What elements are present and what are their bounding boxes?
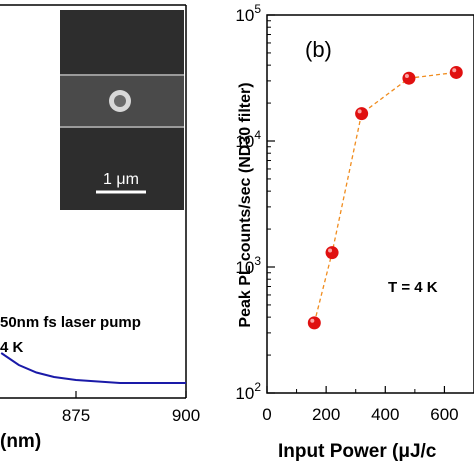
panel-label-b: (b): [305, 37, 332, 62]
left-panel: 875 900 (nm) 50nm fs laser pump 4 K 1 μm: [0, 4, 200, 452]
data-point: [325, 246, 339, 260]
temperature-annotation: T = 4 K: [388, 279, 438, 296]
y-axis-label: Peak PL counts/sec (ND30 filter): [237, 82, 254, 327]
x-tick-label: 600: [430, 405, 458, 424]
x-tick-label: 0: [262, 405, 271, 424]
data-point: [355, 107, 369, 121]
y-axis-ticks: 102 103 104 105: [235, 2, 275, 403]
y-tick-label: 103: [235, 254, 261, 277]
data-point-highlight: [328, 248, 333, 253]
data-point-highlight: [357, 109, 362, 114]
data-point: [402, 71, 416, 85]
sem-quantum-dot-core: [114, 95, 126, 107]
data-points: [307, 65, 463, 330]
data-point-highlight: [452, 68, 457, 73]
scale-bar-label: 1 μm: [103, 171, 139, 188]
trend-line: [313, 71, 457, 324]
legend-line-2: 4 K: [0, 339, 24, 356]
legend-line-1: 50nm fs laser pump: [0, 314, 141, 331]
y-tick-label: 105: [235, 2, 261, 25]
data-point: [307, 316, 321, 330]
right-plot-frame: [266, 14, 474, 394]
x-tick-label: 400: [371, 405, 399, 424]
left-x-axis-label: (nm): [0, 431, 41, 452]
x-axis-label: Input Power (μJ/c: [278, 441, 437, 462]
spectrum-line: [0, 352, 186, 384]
data-point-highlight: [310, 318, 315, 323]
left-x-tick-label: 875: [62, 406, 90, 425]
y-tick-label: 104: [235, 128, 261, 151]
x-axis-ticks: 0 200 400 600: [262, 386, 459, 424]
sem-inset: 1 μm: [60, 10, 184, 210]
left-x-tick-label: 900: [172, 406, 200, 425]
x-tick-label: 200: [312, 405, 340, 424]
data-point: [449, 65, 463, 79]
y-tick-label: 102: [235, 380, 261, 403]
data-point-highlight: [404, 74, 409, 79]
right-panel: 102 103 104 105 0 200 400 600 Peak PL counts/s…: [235, 2, 474, 462]
